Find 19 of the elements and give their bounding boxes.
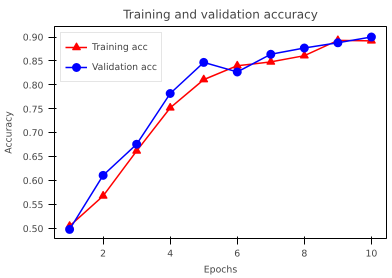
y-tick-label: 0.55 — [22, 200, 44, 212]
x-tick-label: 8 — [301, 248, 308, 260]
x-tick-label: 2 — [100, 248, 106, 260]
legend-label: Training acc — [92, 42, 148, 52]
y-tick-label: 0.65 — [22, 152, 44, 164]
legend-label: Validation acc — [92, 62, 158, 72]
x-axis-title: Epochs — [204, 264, 238, 276]
y-tick-label: 0.60 — [22, 176, 44, 188]
y-axis-title: Accuracy — [4, 110, 15, 154]
y-tick-label: 0.70 — [22, 128, 44, 140]
y-tick-label: 0.80 — [22, 80, 44, 92]
x-tick-label: 6 — [234, 248, 240, 260]
y-tick-label: 0.75 — [22, 104, 44, 116]
y-tick-label: 0.50 — [22, 224, 44, 235]
y-tick-label: 0.90 — [22, 32, 44, 44]
y-tick-label: 0.85 — [22, 56, 44, 68]
x-tick-label: 4 — [167, 248, 174, 260]
chart-title: Training and validation accuracy — [122, 8, 318, 22]
x-tick-label: 10 — [365, 248, 378, 260]
